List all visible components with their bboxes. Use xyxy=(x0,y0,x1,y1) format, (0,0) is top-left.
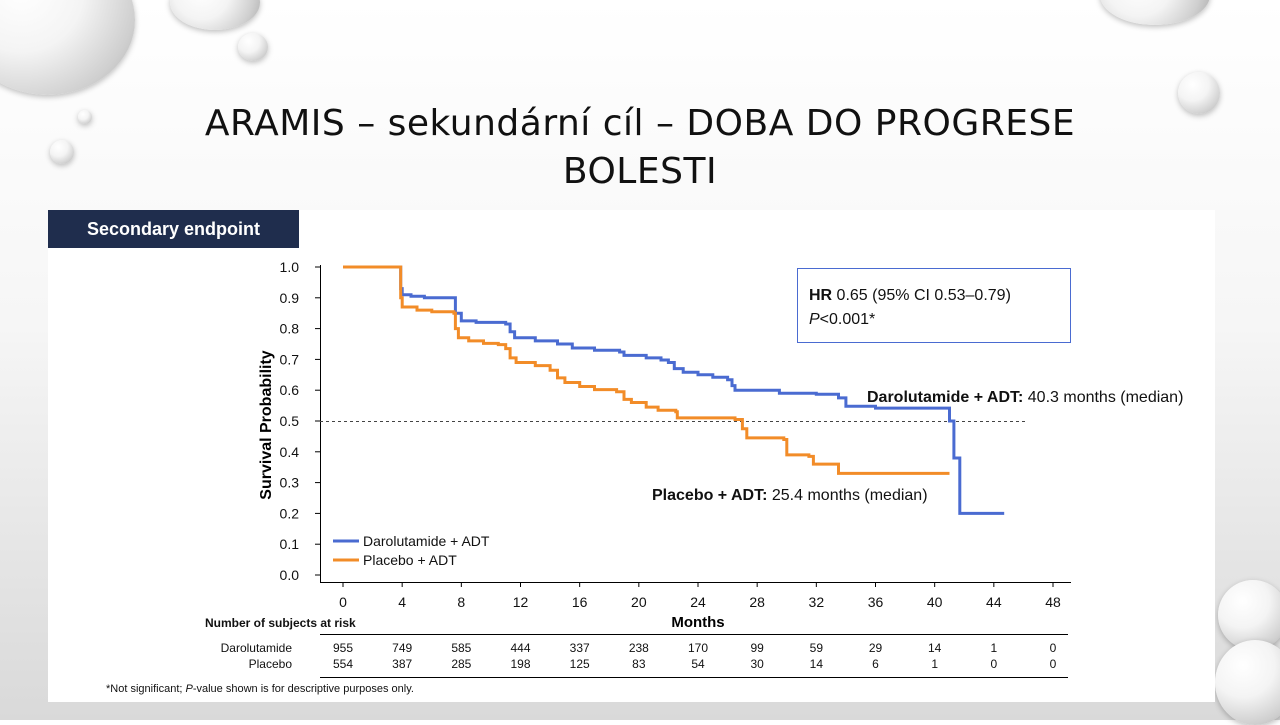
risk-row-label-placebo: Placebo xyxy=(249,657,293,671)
x-axis-label: Months xyxy=(671,614,724,631)
risk-cell: 125 xyxy=(570,657,590,671)
risk-cell: 387 xyxy=(392,657,412,671)
risk-cell: 198 xyxy=(510,657,530,671)
risk-cell: 749 xyxy=(392,641,412,655)
x-tick-label: 16 xyxy=(572,594,588,610)
y-tick-label: 0.3 xyxy=(280,475,300,491)
slide-title: ARAMIS – sekundární cíl – DOBA DO PROGRE… xyxy=(120,100,1160,196)
p-value-text: P<0.001* xyxy=(809,311,875,328)
darolutamide-median-label: Darolutamide + ADT: 40.3 months (median) xyxy=(867,389,1183,406)
risk-cell: 0 xyxy=(990,657,997,671)
x-tick-label: 0 xyxy=(339,594,347,610)
risk-cell: 30 xyxy=(750,657,764,671)
decorative-drop xyxy=(1215,640,1280,725)
hazard-ratio-box xyxy=(797,268,1071,343)
y-tick-label: 0.2 xyxy=(280,505,300,521)
risk-cell: 14 xyxy=(928,641,942,655)
series-layer xyxy=(343,265,1005,515)
risk-cell: 554 xyxy=(333,657,353,671)
x-tick-label: 24 xyxy=(690,594,706,610)
series-line-placebo xyxy=(343,265,950,475)
y-tick-label: 0.1 xyxy=(280,536,300,552)
risk-cell: 585 xyxy=(451,641,471,655)
risk-cell: 59 xyxy=(810,641,824,655)
risk-cell: 54 xyxy=(691,657,705,671)
slide-title-line1: ARAMIS – sekundární cíl – DOBA DO PROGRE… xyxy=(204,103,1076,144)
placebo-median-label: Placebo + ADT: 25.4 months (median) xyxy=(652,487,928,504)
y-ticks: 0.0 0.1 0.2 0.3 0.4 0.5 0.6 0.7 0.8 0.9 1.0 xyxy=(280,259,320,583)
risk-cell: 1 xyxy=(931,657,938,671)
risk-cell: 1 xyxy=(990,641,997,655)
risk-row-label-darolutamide: Darolutamide xyxy=(221,641,293,655)
x-ticks: 0 4 8 12 16 20 24 28 32 36 40 44 48 xyxy=(339,582,1061,610)
decorative-drop xyxy=(78,110,92,124)
decorative-drop xyxy=(1178,72,1220,114)
risk-cell: 337 xyxy=(570,641,590,655)
decorative-drop xyxy=(50,140,74,164)
x-tick-label: 28 xyxy=(749,594,765,610)
legend-label-darolutamide: Darolutamide + ADT xyxy=(363,533,490,549)
y-axis-label: Survival Probability xyxy=(258,350,275,499)
x-tick-label: 48 xyxy=(1045,594,1061,610)
risk-table-values: 955 749 585 444 337 238 170 99 59 29 14 1 0 554 387 285… xyxy=(333,641,1057,671)
y-tick-label: 0.6 xyxy=(280,382,300,398)
x-tick-label: 12 xyxy=(513,594,529,610)
risk-cell: 238 xyxy=(629,641,649,655)
risk-cell: 955 xyxy=(333,641,353,655)
y-tick-label: 0.0 xyxy=(280,567,300,583)
y-tick-label: 0.8 xyxy=(280,321,300,337)
y-tick-label: 1.0 xyxy=(280,259,300,275)
risk-cell: 285 xyxy=(451,657,471,671)
reference-layer xyxy=(320,265,1071,583)
x-tick-label: 20 xyxy=(631,594,647,610)
x-tick-label: 8 xyxy=(457,594,465,610)
risk-cell: 0 xyxy=(1050,657,1057,671)
secondary-endpoint-badge: Secondary endpoint xyxy=(48,210,299,248)
risk-cell: 170 xyxy=(688,641,708,655)
x-tick-label: 44 xyxy=(986,594,1002,610)
hazard-ratio-text: HR 0.65 (95% CI 0.53–0.79) xyxy=(809,287,1011,304)
x-tick-label: 40 xyxy=(927,594,943,610)
decorative-drop xyxy=(238,33,268,61)
legend: Darolutamide + ADT Placebo + ADT xyxy=(333,533,490,568)
risk-cell: 83 xyxy=(632,657,646,671)
risk-cell: 14 xyxy=(810,657,824,671)
risk-cell: 29 xyxy=(869,641,883,655)
y-tick-label: 0.5 xyxy=(280,413,300,429)
y-tick-label: 0.7 xyxy=(280,351,300,367)
footnote: *Not significant; P-value shown is for d… xyxy=(106,683,414,695)
x-tick-label: 32 xyxy=(809,594,825,610)
slide-title-line2: BOLESTI xyxy=(562,151,718,192)
risk-cell: 6 xyxy=(872,657,879,671)
decorative-drop xyxy=(1218,580,1280,650)
risk-cell: 99 xyxy=(750,641,764,655)
legend-label-placebo: Placebo + ADT xyxy=(363,552,457,568)
y-tick-label: 0.4 xyxy=(280,444,300,460)
x-tick-label: 36 xyxy=(868,594,884,610)
risk-cell: 0 xyxy=(1050,641,1057,655)
risk-table-title: Number of subjects at risk xyxy=(205,616,356,630)
y-tick-label: 0.9 xyxy=(280,290,300,306)
x-tick-label: 4 xyxy=(398,594,406,610)
risk-cell: 444 xyxy=(510,641,530,655)
